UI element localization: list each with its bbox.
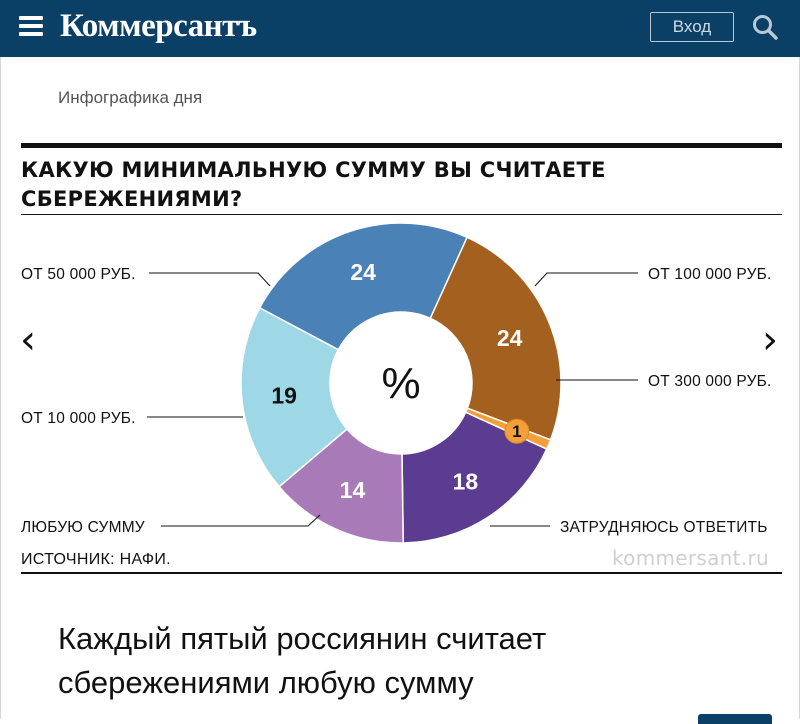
- slice-от-50-000-руб: [240, 306, 348, 488]
- chart-title: КАКУЮ МИНИМАЛЬНУЮ СУММУ ВЫ СЧИТАЕТЕ СБЕР…: [21, 158, 606, 211]
- slice-от-300-000-руб: [429, 236, 562, 441]
- value-label: 24: [497, 325, 523, 351]
- value-label: 14: [340, 477, 366, 503]
- legend-label: ОТ 50 000 РУБ.: [21, 266, 136, 283]
- menu-icon[interactable]: [19, 16, 43, 38]
- chart-title-rule: [21, 214, 782, 215]
- leader-line: [161, 514, 321, 527]
- site-logo[interactable]: Коммерсантъ: [60, 8, 257, 44]
- chart-top-rule: [21, 143, 782, 148]
- slice-любую-сумму: [401, 411, 548, 544]
- leader-line: [149, 272, 271, 287]
- legend-label: ОТ 100 000 РУБ.: [648, 266, 772, 283]
- value-label: 18: [453, 468, 479, 494]
- article-headline[interactable]: Каждый пятый россиянин считает сбережени…: [58, 621, 547, 700]
- chart-bottom-rule: [21, 572, 782, 574]
- login-button[interactable]: Вход: [650, 12, 734, 42]
- value-label: 24: [350, 259, 376, 285]
- legend-label: ЛЮБУЮ СУММУ: [21, 519, 145, 536]
- section-label[interactable]: Инфографика дня: [58, 88, 203, 107]
- prev-arrow-icon[interactable]: ‹: [20, 317, 36, 363]
- leader-line: [534, 272, 638, 287]
- slice-от-10-000-руб: [278, 427, 404, 544]
- top-bar: Коммерсантъ Вход: [0, 0, 800, 57]
- chart-source: ИСТОЧНИК: НАФИ.: [21, 551, 171, 568]
- legend-label: ОТ 10 000 РУБ.: [21, 410, 136, 427]
- value-label: 1: [512, 422, 521, 441]
- legend-label: ЗАТРУДНЯЮСЬ ОТВЕТИТЬ: [560, 519, 768, 536]
- search-icon[interactable]: [752, 14, 778, 40]
- scroll-top-button[interactable]: [698, 714, 772, 724]
- value-badge: [504, 418, 530, 444]
- legend-label: ОТ 300 000 РУБ.: [648, 373, 772, 390]
- slice-от-100-000-руб: [258, 222, 469, 351]
- next-arrow-icon[interactable]: ›: [762, 317, 778, 363]
- chart-credit: kommersant.ru: [612, 546, 769, 570]
- center-label: %: [381, 359, 420, 408]
- value-label: 19: [271, 383, 297, 409]
